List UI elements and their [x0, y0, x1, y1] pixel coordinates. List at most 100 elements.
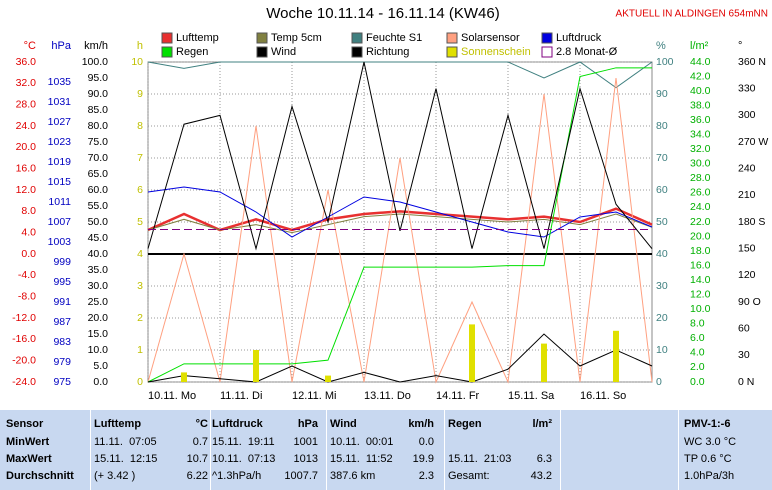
y-tick-label: 999 [53, 256, 71, 268]
legend-swatch [351, 32, 363, 44]
legend-label: 2.8 Monat-Ø [556, 46, 618, 58]
y-tick-label: -12.0 [12, 312, 36, 324]
y-tick-label: 70 [656, 152, 668, 164]
y-tick-label: 80.0 [88, 120, 109, 132]
y-tick-label: 30.0 [690, 158, 711, 170]
legend-label: Feuchte S1 [366, 32, 422, 44]
y-tick-label: 0 N [738, 376, 754, 388]
y-tick-label: 34.0 [690, 129, 711, 141]
y-tick-label: 40.0 [690, 85, 711, 97]
legend-swatch [446, 32, 458, 44]
table-cell: TP 0.6 °C [684, 453, 732, 465]
axis-unit: km/h [84, 40, 108, 52]
y-tick-label: 0 [656, 376, 662, 388]
table-cell: 19.9 [412, 453, 434, 465]
y-tick-label: -8.0 [18, 290, 36, 302]
y-tick-label: 8.0 [690, 318, 705, 330]
sunshine-bar [541, 343, 547, 382]
y-tick-label: 4.0 [690, 347, 705, 359]
chart: Woche 10.11.14 - 16.11.14 (KW46) AKTUELL… [12, 5, 768, 402]
series-line [147, 77, 653, 384]
y-tick-label: 1 [137, 344, 143, 356]
y-tick-label: 40.0 [88, 248, 109, 260]
y-tick-label: 8.0 [21, 205, 36, 217]
table-cell: WC 3.0 °C [684, 436, 737, 448]
y-tick-label: 1023 [48, 136, 72, 148]
y-tick-label: 1035 [48, 76, 72, 88]
y-tick-label: 150 [738, 242, 756, 254]
y-tick-label: 1003 [48, 236, 72, 248]
y-tick-label: 95.0 [88, 72, 109, 84]
x-tick-label: 10.11. Mo [148, 390, 196, 402]
y-tick-label: 995 [53, 276, 71, 288]
table-separator [678, 410, 679, 490]
y-tick-label: 180 S [738, 216, 765, 228]
y-tick-label: 979 [53, 356, 71, 368]
table-cell: 6.22 [186, 470, 208, 482]
y-tick-label: 1027 [48, 116, 72, 128]
table-cell: 1007.7 [284, 470, 318, 482]
y-tick-label: 6.0 [690, 332, 705, 344]
y-tick-label: 50.0 [88, 216, 109, 228]
y-tick-label: 32.0 [16, 77, 37, 89]
axis-unit: h [137, 40, 143, 52]
y-tick-label: -16.0 [12, 333, 36, 345]
y-tick-label: 2.0 [690, 361, 705, 373]
y-tick-label: 6 [137, 184, 143, 196]
y-tick-label: 15.0 [88, 328, 109, 340]
y-tick-label: 100.0 [82, 56, 108, 68]
y-tick-label: 70.0 [88, 152, 109, 164]
y-tick-label: 75.0 [88, 136, 109, 148]
table-cell: 0.7 [192, 436, 208, 448]
y-tick-label: 20.0 [16, 141, 37, 153]
y-tick-label: 2 [137, 312, 143, 324]
table-cell: 0.0 [418, 436, 434, 448]
y-tick-label: 10 [131, 56, 143, 68]
y-tick-label: 5.0 [93, 360, 108, 372]
table-cell: hPa [297, 418, 318, 430]
y-tick-label: 1031 [48, 96, 72, 108]
legend-label: Sonnenschein [461, 46, 531, 58]
table-cell: Durchschnitt [6, 470, 74, 482]
sunshine-bar [613, 330, 619, 382]
y-tick-label: 35.0 [88, 264, 109, 276]
y-tick-label: 90.0 [88, 88, 109, 100]
y-tick-label: 3 [137, 280, 143, 292]
y-tick-label: 120 [738, 269, 756, 281]
y-tick-label: 1007 [48, 216, 72, 228]
table-cell: 15.11. 19:11 [212, 436, 275, 448]
table-separator [326, 410, 327, 490]
y-tick-label: -4.0 [18, 269, 36, 281]
y-tick-label: 10.0 [88, 344, 109, 356]
y-tick-label: 14.0 [690, 274, 711, 286]
x-tick-label: 15.11. Sa [508, 390, 555, 402]
y-tick-label: 360 N [738, 56, 766, 68]
table-separator [560, 410, 561, 490]
y-tick-label: -24.0 [12, 376, 36, 388]
sunshine-bar [325, 375, 331, 382]
y-tick-label: 983 [53, 336, 71, 348]
y-tick-label: 16.0 [690, 259, 711, 271]
y-tick-label: 40 [656, 248, 668, 260]
y-tick-label: 90 [656, 88, 668, 100]
y-tick-label: 36.0 [690, 114, 711, 126]
y-tick-label: 60.0 [88, 184, 109, 196]
table-cell: Gesamt: [448, 470, 490, 482]
y-tick-label: 1019 [48, 156, 72, 168]
x-tick-label: 12.11. Mi [292, 390, 336, 402]
y-tick-label: 20.0 [690, 230, 711, 242]
table-cell: ^1.3hPa/h [212, 470, 262, 482]
table-cell: km/h [408, 418, 434, 430]
table-cell: 43.2 [530, 470, 552, 482]
y-tick-label: 0.0 [93, 376, 108, 388]
legend-label: Regen [176, 46, 208, 58]
y-tick-label: 0.0 [690, 376, 705, 388]
legend-swatch [541, 46, 553, 58]
y-tick-label: 0 [137, 376, 143, 388]
axis-unit: ° [738, 40, 742, 52]
y-tick-label: 1011 [48, 196, 71, 208]
table-cell: °C [195, 418, 208, 430]
y-tick-label: 4.0 [21, 226, 36, 238]
table-separator [210, 410, 211, 490]
